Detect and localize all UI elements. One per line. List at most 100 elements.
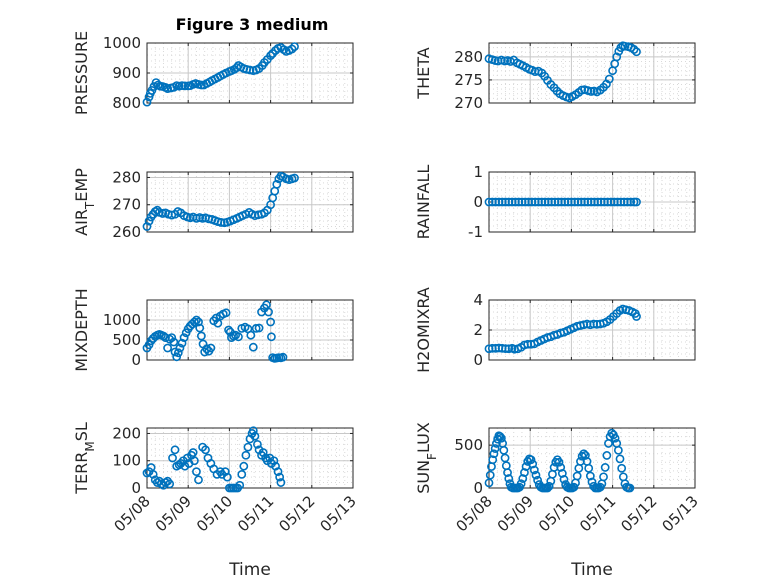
data-point [206,343,216,353]
y-tick-label: 270 [112,196,141,214]
y-tick-label: 500 [454,436,483,454]
data-point [169,337,179,347]
data-point [220,467,230,477]
data-point [290,173,299,183]
data-point [165,479,175,489]
y-axis-label: SUNFLUX [414,422,439,494]
y-axis-label: MIXDEPTH [72,288,91,371]
y-tick-label: 260 [112,223,141,241]
axes-box [146,299,354,361]
data-point [485,470,495,480]
y-tick-label: 1 [473,163,483,181]
data-point [189,317,199,327]
data-point [600,463,610,472]
data-point [253,439,262,449]
data-point [194,475,203,485]
data-point [617,463,627,473]
data-point [194,317,203,327]
y-tick-label: 4 [473,291,483,309]
data-point [188,448,198,457]
data-point [557,469,567,478]
data-point [554,457,564,467]
data-point [492,439,501,448]
data-point [168,453,177,463]
figure-title: Figure 3 medium [176,15,329,34]
y-tick-label: 280 [112,168,141,186]
data-point [543,483,552,493]
data-point [572,471,582,481]
data-point [626,197,636,207]
y-tick-label: -1 [468,223,483,241]
tick-marks [146,428,354,489]
data-point [610,433,620,443]
data-point [201,445,210,455]
y-tick-label: 275 [454,71,483,89]
data-point [489,449,499,459]
data-point [584,463,594,473]
data-point [585,471,595,481]
data-point [569,482,579,492]
data-point [246,330,256,340]
data-point [241,450,251,460]
data-point [526,455,536,465]
data-point [222,472,232,482]
data-point [612,52,622,62]
data-point [559,475,569,484]
data-point [599,472,608,482]
data-point [243,442,253,452]
y-tick-label: 1000 [103,34,141,52]
axes-box [146,171,354,233]
data-point [202,344,212,354]
data-point [192,467,201,477]
y-tick-label: 0 [473,351,483,369]
data-series [484,428,635,493]
data-point [625,483,635,493]
data-point [142,97,152,107]
data-point [278,352,288,362]
data-point [163,343,172,353]
data-point [163,84,172,93]
data-point [529,465,539,475]
data-point [613,445,623,455]
data-point [531,470,541,480]
data-point [579,449,589,459]
data-point [490,444,500,453]
data-point [266,317,275,327]
pressure-panel: 800 900 1000 PRESSURE [72,31,354,115]
data-point [180,81,190,91]
data-point [234,332,243,342]
data-point [518,474,528,483]
data-series [142,300,288,363]
data-point [520,468,529,477]
data-point [237,469,247,479]
data-series [484,197,641,207]
data-point [290,42,299,51]
data-point [172,352,182,362]
y-axis-label: H2OMIXRA [414,287,433,373]
data-point [276,478,286,487]
data-point [177,338,187,348]
air-temp-panel: 260 270 280 AIRTEMP [72,168,354,241]
tick-marks [146,42,354,104]
data-series [484,304,641,354]
data-point [142,222,152,231]
y-tick-label: 0 [131,351,141,369]
data-point [266,51,275,60]
data-point [148,469,158,479]
data-point [248,342,258,352]
data-point [196,331,206,341]
data-point [175,343,185,353]
data-point [629,45,639,54]
y-tick-label: 900 [112,64,141,82]
tick-marks [488,299,696,361]
y-axis-label: RAINFALL [414,165,433,240]
y-tick-label: 270 [454,94,483,112]
axes-box [488,42,696,104]
data-point [245,65,255,75]
data-point [488,455,498,465]
data-series [484,41,641,103]
data-point [254,323,264,333]
data-point [615,454,625,464]
data-point [267,332,276,342]
